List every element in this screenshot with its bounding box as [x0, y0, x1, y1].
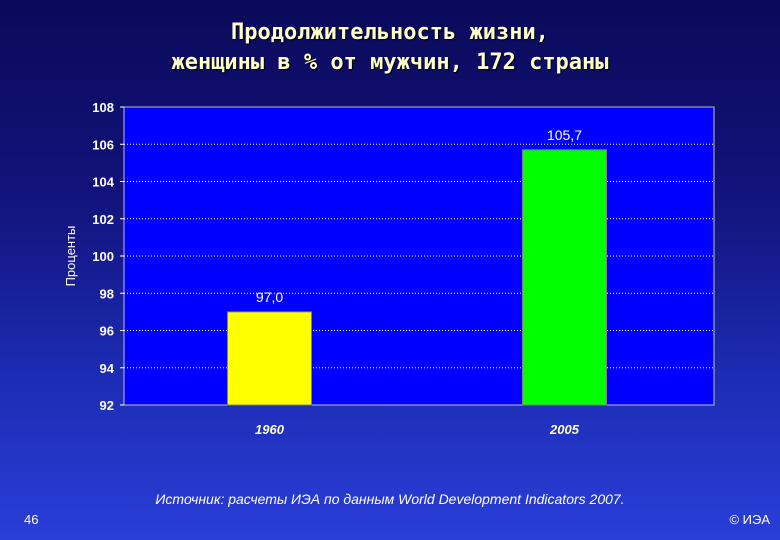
y-tick-label: 106 — [92, 137, 114, 152]
y-tick-label: 108 — [92, 100, 114, 115]
y-tick-label: 104 — [92, 175, 114, 190]
category-label-1960: 1960 — [255, 422, 285, 437]
data-label-2005: 105,7 — [547, 127, 582, 143]
bar-2005 — [522, 149, 607, 406]
copyright: © ИЭА — [729, 512, 770, 527]
category-label-2005: 2005 — [549, 422, 580, 437]
y-tick-label: 92 — [100, 398, 114, 413]
y-tick-label: 102 — [92, 212, 114, 227]
y-tick-label: 100 — [92, 249, 114, 264]
page-number: 46 — [24, 512, 39, 527]
title-line-1: Продолжительность жизни, — [231, 20, 549, 45]
data-label-1960: 97,0 — [256, 289, 283, 305]
title-line-2: женщины в % от мужчин, 172 страны — [171, 50, 609, 75]
y-tick-label: 94 — [100, 361, 115, 376]
y-tick-label: 98 — [100, 286, 114, 301]
bar-1960 — [227, 311, 312, 406]
y-tick-label: 96 — [100, 324, 114, 339]
chart-title: Продолжительность жизни, женщины в % от … — [0, 18, 780, 78]
y-axis-label: Проценты — [63, 226, 78, 287]
source-note: Источник: расчеты ИЭА по данным World De… — [155, 491, 625, 507]
